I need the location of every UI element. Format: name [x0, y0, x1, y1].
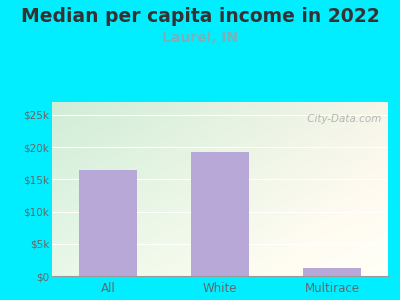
Bar — [303, 268, 361, 276]
Text: Median per capita income in 2022: Median per capita income in 2022 — [21, 8, 379, 26]
Text: Laurel, IN: Laurel, IN — [162, 32, 238, 46]
Bar — [79, 170, 137, 276]
Bar — [191, 152, 249, 276]
Text: City-Data.com: City-Data.com — [304, 114, 381, 124]
